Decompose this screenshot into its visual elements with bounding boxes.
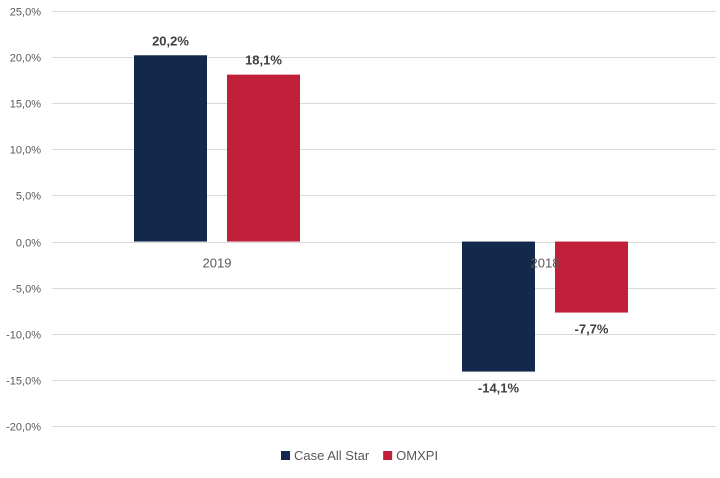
legend-swatch	[383, 451, 393, 460]
data-label: 20,2%	[152, 33, 189, 48]
category-labels: 2019 2018	[203, 256, 560, 271]
y-tick-label: 15,0%	[10, 99, 41, 111]
data-labels: 20,2% 18,1% -14,1% -7,7%	[152, 33, 609, 395]
y-tick-label: 20,0%	[10, 53, 41, 65]
data-label: -14,1%	[478, 381, 520, 396]
y-tick-label: -5,0%	[12, 284, 41, 296]
legend-swatch	[281, 451, 290, 460]
bar-case-all-star-2018	[462, 241, 535, 372]
y-tick-label: 10,0%	[10, 145, 41, 157]
y-tick-label: 0,0%	[16, 238, 41, 250]
bar-omxpi-2019	[227, 74, 300, 242]
legend-label: Case All Star	[294, 448, 370, 463]
y-tick-label: 25,0%	[10, 7, 41, 19]
bar-case-all-star-2019	[134, 55, 207, 242]
bars	[134, 55, 628, 372]
y-tick-label: 5,0%	[16, 191, 41, 203]
category-label-2019: 2019	[203, 256, 232, 271]
y-tick-label: -20,0%	[6, 422, 41, 434]
y-tick-label: -15,0%	[6, 376, 41, 388]
legend: Case All Star OMXPI	[281, 448, 438, 463]
data-label: 18,1%	[245, 53, 282, 68]
data-label: -7,7%	[575, 322, 609, 337]
category-label-2018: 2018	[531, 256, 560, 271]
y-axis-tick-labels: 25,0% 20,0% 15,0% 10,0% 5,0% 0,0% -5,0% -10,0% -…	[6, 7, 41, 434]
bar-omxpi-2018	[555, 241, 628, 313]
y-tick-label: -10,0%	[6, 330, 41, 342]
legend-label: OMXPI	[396, 448, 438, 463]
